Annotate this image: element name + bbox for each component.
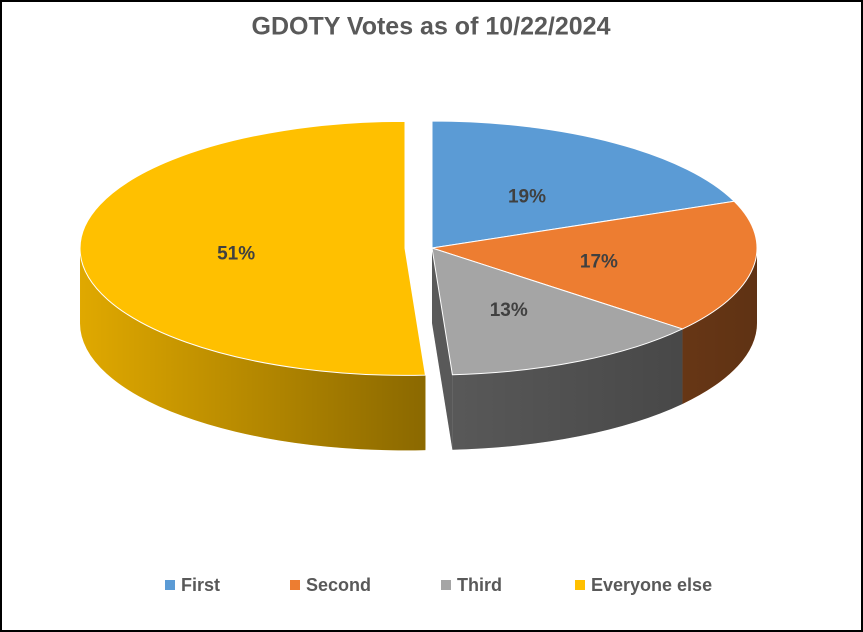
data-label: 19% [508,186,546,207]
slice-cut-shade [432,248,453,450]
slice-wall-shade [682,248,757,404]
slice-wall-shade [452,328,683,450]
pie-slice [431,200,758,330]
legend-label: Second [306,575,371,595]
legend-label: Third [457,575,502,595]
legend-label: First [181,575,220,595]
legend-swatch [575,580,585,590]
legend-swatch [290,580,300,590]
pie-slice [431,247,684,376]
chart-title: GDOTY Votes as of 10/22/2024 [252,13,611,41]
pie-slice [431,120,736,249]
legend-swatch [165,580,175,590]
data-label: 17% [580,251,618,272]
slice-wall-shade [80,248,426,451]
pie-slice [79,120,427,376]
data-label: 51% [217,243,255,264]
pie-tops [79,120,758,376]
data-label: 13% [490,300,528,321]
legend-label: Everyone else [591,575,712,595]
legend-swatch [441,580,451,590]
